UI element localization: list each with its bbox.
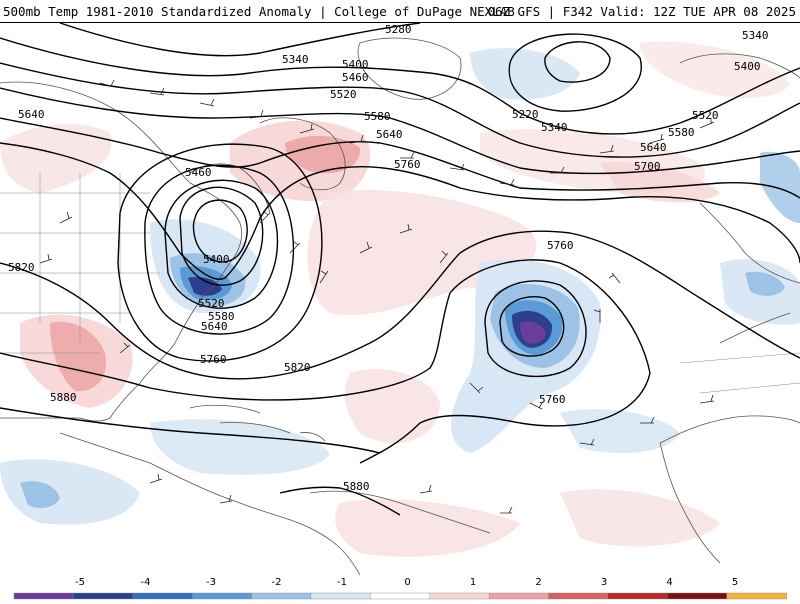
colorbar-tick-label: -2 xyxy=(272,577,282,588)
contour-label: 5280 xyxy=(385,23,412,36)
contour-labels: 5280 5340 5400 5460 5520 5580 5640 5760 … xyxy=(8,23,769,493)
colorbar-swatch xyxy=(13,592,75,600)
contour-label: 5400 xyxy=(203,253,230,266)
contour-label: 5400 xyxy=(734,60,761,73)
colorbar-tick-label: -4 xyxy=(141,577,151,588)
colorbar-swatch xyxy=(132,592,193,600)
colorbar-swatch xyxy=(548,592,609,600)
model-run-info: 06Z GFS | F342 Valid: 12Z TUE APR 08 202… xyxy=(487,4,796,19)
contour-label: 5640 xyxy=(18,108,45,121)
map-header: 500mb Temp 1981-2010 Standardized Anomal… xyxy=(0,0,800,23)
contour-label: 5640 xyxy=(376,128,403,141)
colorbar-tick-label: 1 xyxy=(470,577,476,588)
weather-map: 5280 5340 5400 5460 5520 5580 5640 5760 … xyxy=(0,23,800,575)
contour-label: 5520 xyxy=(330,88,357,101)
contour-label: 5760 xyxy=(539,393,566,406)
contour-label: 5220 xyxy=(512,108,539,121)
contour-label: 5880 xyxy=(343,480,370,493)
colorbar-tick-label: 3 xyxy=(601,577,607,588)
contour-label: 5400 xyxy=(342,58,369,71)
contour-label: 5580 xyxy=(208,310,235,323)
contour-label: 5580 xyxy=(668,126,695,139)
contour-label: 5340 xyxy=(282,53,309,66)
colorbar-swatch xyxy=(191,592,253,600)
contour-label: 5580 xyxy=(364,110,391,123)
contour-label: 5760 xyxy=(394,158,421,171)
colorbar-swatch xyxy=(667,592,728,600)
colorbar-swatch xyxy=(310,592,372,600)
wind-barbs xyxy=(39,79,715,514)
map-title: 500mb Temp 1981-2010 Standardized Anomal… xyxy=(3,4,515,19)
colorbar-swatch xyxy=(488,592,550,600)
colorbar-tick-label: -5 xyxy=(75,577,85,588)
contour-label: 5700 xyxy=(634,160,661,173)
contour-label: 5880 xyxy=(50,391,77,404)
colorbar-swatches xyxy=(13,592,787,600)
contour-label: 5760 xyxy=(200,353,227,366)
colorbar-tick-labels: -5 -4 -3 -2 -1 0 1 2 3 4 5 xyxy=(75,577,738,588)
height-contours xyxy=(0,23,800,516)
contour-label: 5520 xyxy=(198,297,225,310)
contour-label: 5520 xyxy=(692,109,719,122)
colorbar-swatch xyxy=(429,592,490,600)
contour-label: 5640 xyxy=(201,320,228,333)
colorbar-tick-label: 2 xyxy=(535,577,541,588)
colorbar-swatch xyxy=(73,592,134,600)
contour-label: 5820 xyxy=(8,261,35,274)
contour-label: 5820 xyxy=(284,361,311,374)
contour-label: 5460 xyxy=(342,71,369,84)
colorbar-tick-label: 0 xyxy=(404,577,410,588)
colorbar-tick-label: 4 xyxy=(666,577,672,588)
colorbar-tick-label: -3 xyxy=(206,577,216,588)
colorbar-swatch xyxy=(726,592,787,600)
contour-label: 5760 xyxy=(547,239,574,252)
contour-label: 5340 xyxy=(742,29,769,42)
contour-label: 5460 xyxy=(185,166,212,179)
colorbar: -5 -4 -3 -2 -1 0 1 2 3 4 5 xyxy=(0,575,800,600)
contour-label: 5640 xyxy=(640,141,667,154)
colorbar-tick-label: -1 xyxy=(337,577,347,588)
land-outlines xyxy=(0,37,800,575)
colorbar-tick-label: 5 xyxy=(732,577,738,588)
colorbar-swatch xyxy=(607,592,669,600)
colorbar-swatch xyxy=(251,592,312,600)
contour-label: 5340 xyxy=(541,121,568,134)
state-borders xyxy=(0,173,800,394)
colorbar-swatch xyxy=(370,592,431,600)
